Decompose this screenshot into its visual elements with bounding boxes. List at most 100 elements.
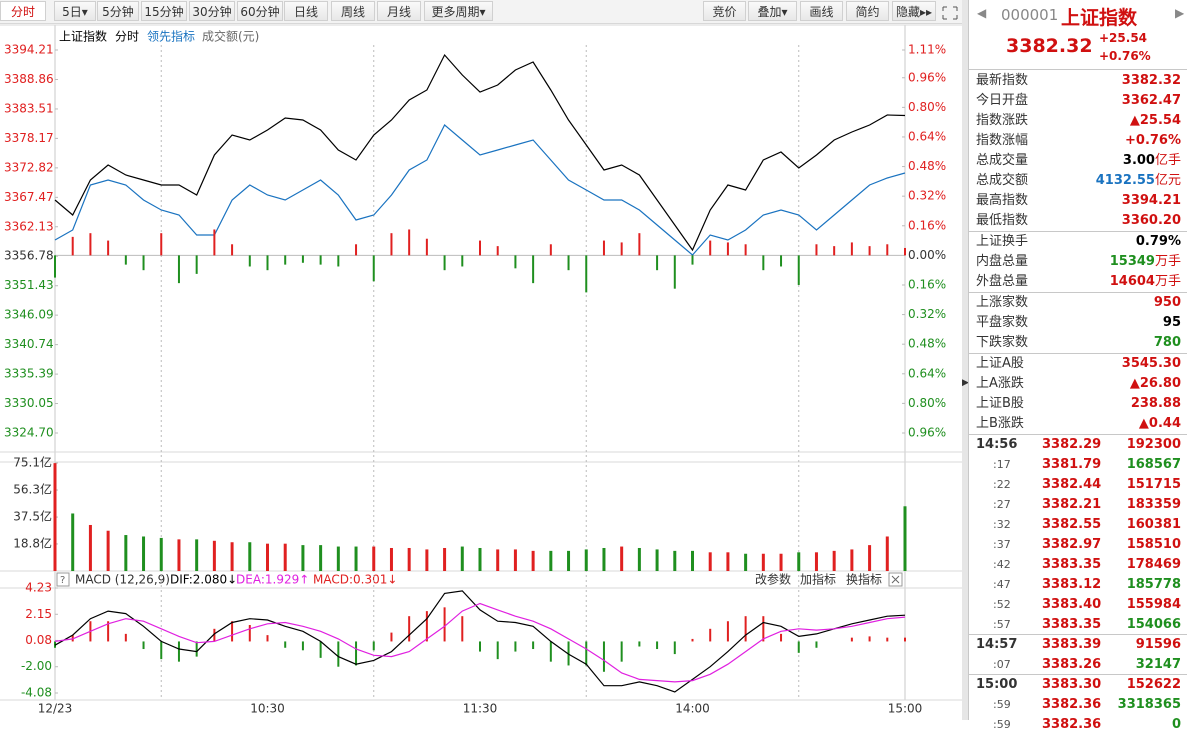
stat-row: 上涨家数 950	[969, 293, 1187, 313]
volume-bar	[761, 553, 765, 571]
stat-value: 95	[1163, 313, 1181, 333]
breadth-bar	[479, 240, 481, 256]
trade-row: :59 3382.36 3318365	[969, 695, 1187, 715]
y2-tick-label: 1.11%	[908, 43, 946, 57]
chart: 上证指数 分时 领先指标 成交额(元) ? MACD (12,26,9) DIF…	[0, 6, 962, 716]
stat-label: 总成交量	[976, 153, 1029, 168]
period-tab[interactable]: 5分钟	[97, 1, 139, 21]
trade-volume: 0	[1171, 717, 1181, 732]
volume-bar	[159, 537, 163, 571]
period-tab[interactable]: 15分钟	[141, 1, 187, 21]
breadth-bar	[709, 240, 712, 256]
volume-bar	[708, 552, 712, 571]
trade-time: 14:56	[976, 437, 1018, 452]
trade-price: 3383.35	[1042, 557, 1102, 572]
stat-number: 4132.55	[1095, 173, 1155, 188]
stat-label: 下跌家数	[976, 335, 1029, 350]
breadth-bar	[89, 233, 92, 256]
help-box[interactable]	[56, 572, 70, 587]
trade-price: 3383.40	[1042, 597, 1102, 612]
period-tab[interactable]: 60分钟	[237, 1, 283, 21]
period-tab[interactable]: 周线	[331, 1, 375, 21]
volume-bar	[319, 545, 323, 571]
prev-arrow[interactable]: ◀	[977, 6, 987, 20]
stat-number: 3545.30	[1121, 356, 1181, 371]
volume-bar	[602, 547, 606, 571]
trade-volume: 160381	[1126, 517, 1181, 532]
stat-label: 平盘家数	[976, 315, 1029, 330]
breadth-bar	[850, 242, 853, 256]
breadth-bar	[567, 255, 570, 271]
tool-button[interactable]: 画线	[800, 1, 843, 21]
volume-bar	[460, 546, 464, 571]
breadth-bar	[390, 233, 393, 256]
volume-bar	[673, 550, 677, 571]
breadth-bar	[372, 255, 375, 282]
x-tick-label: 15:00	[888, 702, 923, 716]
stat-row: 上证B股 238.88	[969, 394, 1187, 414]
volume-label: 成交额(元)	[202, 29, 259, 44]
trade-time: :42	[993, 558, 1011, 571]
price-line	[54, 53, 906, 252]
y-tick-label: 37.5亿	[13, 509, 52, 524]
breadth-bar	[780, 255, 783, 267]
y-tick-label: 3394.21	[4, 43, 54, 57]
collapse-arrow[interactable]: ▶	[962, 378, 969, 388]
macd-bar	[726, 621, 729, 642]
macd-button[interactable]: 换指标	[846, 572, 882, 587]
trade-time: :17	[993, 458, 1011, 471]
trade-volume: 3318365	[1117, 697, 1181, 712]
breadth-bar	[549, 244, 552, 256]
stat-value: 3362.47	[1122, 91, 1181, 111]
macd-bar	[850, 637, 853, 642]
fullscreen-icon[interactable]	[942, 6, 958, 20]
tool-button[interactable]: 隐藏▸▸	[892, 1, 936, 21]
breadth-bar	[602, 240, 605, 256]
close-icon[interactable]	[891, 575, 900, 584]
collapse-strip[interactable]: ▶	[962, 0, 969, 720]
macd-button[interactable]: 加指标	[800, 572, 836, 587]
macd-bar	[355, 641, 358, 666]
volume-bar	[496, 549, 500, 571]
macd-legend: MACD:0.301↓	[313, 573, 397, 587]
macd-button[interactable]: 改参数	[755, 572, 791, 587]
tool-button[interactable]: 竞价	[703, 1, 746, 21]
y-tick-label: 3324.70	[4, 426, 54, 440]
tool-button[interactable]: 简约	[846, 1, 889, 21]
volume-bar	[301, 545, 305, 571]
separator	[969, 634, 1187, 635]
macd-bar	[195, 641, 198, 657]
period-tab[interactable]: 分时	[0, 1, 46, 21]
stat-row: 最低指数 3360.20	[969, 211, 1187, 231]
tool-button[interactable]: 叠加▾	[748, 1, 797, 21]
trade-time: :22	[993, 478, 1011, 491]
stat-number: 3.00	[1122, 153, 1155, 168]
trade-price: 3381.79	[1042, 457, 1102, 472]
separator	[969, 231, 1187, 232]
dea-line	[54, 602, 906, 683]
stat-label: 最高指数	[976, 193, 1029, 208]
period-tab[interactable]: 30分钟	[189, 1, 235, 21]
separator	[969, 434, 1187, 435]
volume-bar	[195, 539, 199, 571]
volume-bar	[726, 552, 730, 571]
close-box[interactable]	[888, 572, 903, 587]
separator	[969, 674, 1187, 675]
stat-row: 上证换手 0.79%	[969, 232, 1187, 252]
breadth-bar	[744, 244, 747, 256]
macd-bar	[390, 632, 393, 642]
period-tab[interactable]: 更多周期▾	[424, 1, 493, 21]
breadth-bar	[514, 255, 517, 269]
macd-bar	[107, 621, 110, 642]
period-tab[interactable]: 5日▾	[54, 1, 96, 21]
volume-bar	[868, 545, 872, 571]
period-tab[interactable]: 月线	[377, 1, 421, 21]
help-icon[interactable]: ?	[60, 575, 65, 586]
y2-tick-label: 0.96%	[908, 70, 946, 84]
period-tab[interactable]: 日线	[284, 1, 328, 21]
breadth-bar	[425, 238, 428, 256]
trade-time: :52	[993, 598, 1011, 611]
macd-bar	[372, 641, 375, 651]
next-arrow[interactable]: ▶	[1175, 6, 1185, 20]
